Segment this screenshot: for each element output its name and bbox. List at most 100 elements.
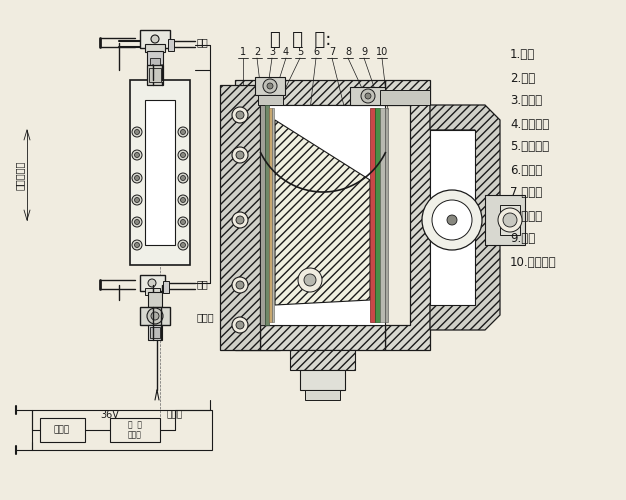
Bar bbox=[290, 350, 355, 370]
Bar bbox=[148, 325, 162, 340]
Circle shape bbox=[236, 216, 244, 224]
Text: 排污阀: 排污阀 bbox=[197, 312, 215, 322]
Text: 9.灯座: 9.灯座 bbox=[510, 232, 535, 245]
Circle shape bbox=[180, 242, 185, 248]
Text: 接灯管: 接灯管 bbox=[167, 410, 183, 420]
Circle shape bbox=[178, 195, 188, 205]
Circle shape bbox=[180, 176, 185, 180]
Circle shape bbox=[232, 277, 248, 293]
Text: 7.红玻璃: 7.红玻璃 bbox=[510, 186, 542, 200]
Text: 6.三棱镜: 6.三棱镜 bbox=[510, 164, 542, 176]
Polygon shape bbox=[385, 80, 430, 350]
Circle shape bbox=[132, 240, 142, 250]
Circle shape bbox=[132, 127, 142, 137]
Bar bbox=[385, 108, 388, 322]
Circle shape bbox=[132, 195, 142, 205]
Text: 36V: 36V bbox=[101, 410, 120, 420]
Bar bbox=[258, 95, 283, 105]
Circle shape bbox=[236, 321, 244, 329]
Bar bbox=[375, 108, 380, 322]
Text: 2: 2 bbox=[254, 47, 260, 57]
Bar bbox=[430, 130, 475, 305]
Circle shape bbox=[132, 173, 142, 183]
Bar bbox=[150, 58, 160, 68]
Text: 1.容体: 1.容体 bbox=[510, 48, 535, 62]
Bar bbox=[140, 307, 170, 325]
Circle shape bbox=[135, 130, 140, 134]
Circle shape bbox=[180, 130, 185, 134]
Text: 6: 6 bbox=[313, 47, 319, 57]
Text: 1: 1 bbox=[240, 47, 246, 57]
Bar bbox=[272, 108, 274, 322]
Bar bbox=[500, 205, 520, 235]
Bar bbox=[149, 68, 161, 82]
Circle shape bbox=[232, 147, 248, 163]
Text: 8.绿玻璃: 8.绿玻璃 bbox=[510, 210, 542, 222]
Circle shape bbox=[132, 217, 142, 227]
Bar bbox=[140, 30, 170, 48]
Bar bbox=[40, 418, 85, 442]
Bar bbox=[260, 105, 385, 325]
Circle shape bbox=[232, 317, 248, 333]
Text: 5.石棉垄片: 5.石棉垄片 bbox=[510, 140, 549, 153]
Bar bbox=[147, 278, 163, 292]
Text: 液位计主体: 液位计主体 bbox=[15, 160, 25, 190]
Bar bbox=[140, 275, 165, 291]
Circle shape bbox=[361, 89, 375, 103]
Circle shape bbox=[503, 213, 517, 227]
Circle shape bbox=[135, 220, 140, 224]
Bar bbox=[147, 51, 163, 65]
Polygon shape bbox=[260, 325, 385, 350]
Circle shape bbox=[178, 173, 188, 183]
Circle shape bbox=[132, 150, 142, 160]
Text: 电  子
镇流器: 电 子 镇流器 bbox=[128, 420, 142, 440]
Circle shape bbox=[232, 212, 248, 228]
Circle shape bbox=[147, 308, 163, 324]
Text: 3: 3 bbox=[269, 47, 275, 57]
Bar bbox=[485, 195, 525, 245]
Polygon shape bbox=[430, 105, 500, 330]
Text: 10: 10 bbox=[376, 47, 388, 57]
Circle shape bbox=[135, 242, 140, 248]
Circle shape bbox=[178, 217, 188, 227]
Circle shape bbox=[447, 215, 457, 225]
Circle shape bbox=[298, 268, 322, 292]
Circle shape bbox=[178, 240, 188, 250]
Circle shape bbox=[236, 111, 244, 119]
Circle shape bbox=[148, 279, 156, 287]
Text: 变压器: 变压器 bbox=[54, 426, 70, 434]
Bar bbox=[265, 105, 269, 325]
Bar bbox=[380, 108, 385, 322]
Text: 5: 5 bbox=[297, 47, 303, 57]
Circle shape bbox=[151, 35, 159, 43]
Circle shape bbox=[232, 107, 248, 123]
Bar bbox=[130, 80, 190, 265]
Text: 9: 9 bbox=[361, 47, 367, 57]
Circle shape bbox=[178, 150, 188, 160]
Circle shape bbox=[365, 93, 371, 99]
Text: 3.绿色板: 3.绿色板 bbox=[510, 94, 542, 108]
Circle shape bbox=[267, 83, 273, 89]
Text: 10.石棉垄片: 10.石棉垄片 bbox=[510, 256, 557, 268]
Text: 8: 8 bbox=[345, 47, 351, 57]
Circle shape bbox=[180, 152, 185, 158]
Circle shape bbox=[304, 274, 316, 286]
Circle shape bbox=[236, 151, 244, 159]
Text: 4.密封压垄: 4.密封压垄 bbox=[510, 118, 549, 130]
Bar bbox=[305, 390, 340, 400]
Bar bbox=[145, 44, 165, 52]
Circle shape bbox=[180, 198, 185, 202]
Bar bbox=[255, 77, 285, 95]
Bar bbox=[145, 100, 175, 245]
Circle shape bbox=[432, 200, 472, 240]
Circle shape bbox=[135, 152, 140, 158]
Text: 7: 7 bbox=[329, 47, 335, 57]
Bar bbox=[370, 108, 375, 322]
Bar bbox=[150, 327, 160, 338]
Bar bbox=[168, 39, 174, 51]
Circle shape bbox=[178, 127, 188, 137]
Bar bbox=[147, 65, 163, 85]
Circle shape bbox=[498, 208, 522, 232]
Circle shape bbox=[263, 79, 277, 93]
Circle shape bbox=[236, 281, 244, 289]
